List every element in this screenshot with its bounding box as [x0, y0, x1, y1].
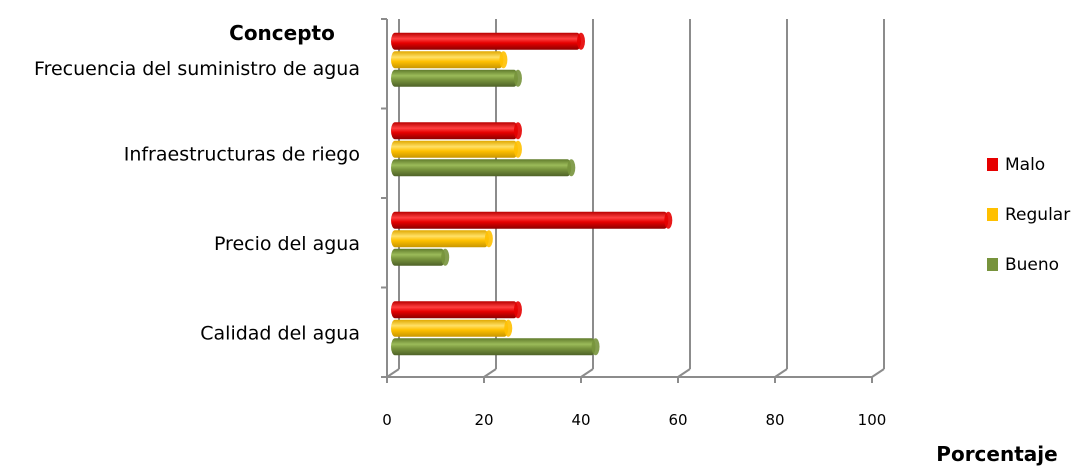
axis-floor-left [386, 368, 400, 378]
bar-cap-regular-infraestructuras-de-riego [513, 140, 522, 158]
x-tick-label: 80 [765, 411, 784, 429]
x-tick-label: 60 [668, 411, 687, 429]
x-tick-label: 100 [858, 411, 887, 429]
grid-layer [483, 19, 885, 378]
bar-malo-frecuencia-del-suministro-de-agua [391, 32, 581, 50]
bar-cap-regular-precio-del-agua [484, 230, 493, 248]
gridline-floor [871, 368, 885, 378]
bar-cap-malo-infraestructuras-de-riego [513, 122, 522, 140]
tick-label-layer: 0 20 40 60 80 100 [382, 411, 886, 429]
gridline-floor [580, 368, 594, 378]
category-label-layer: Calidad del agua Precio del agua Infraestr… [34, 58, 360, 345]
bar-cap-regular-calidad-del-agua [504, 319, 513, 337]
bar-cap-malo-precio-del-agua [664, 211, 673, 229]
bar-cap-regular-frecuencia-del-suministro-de-agua [499, 51, 508, 69]
bar-regular-precio-del-agua [391, 230, 489, 248]
bar-cap-bueno-precio-del-agua [441, 248, 450, 266]
bar-bueno-frecuencia-del-suministro-de-agua [391, 69, 518, 87]
legend-label-malo: Malo [1005, 155, 1045, 175]
legend: Malo Regular Bueno [987, 155, 1070, 275]
gridline-floor [677, 368, 691, 378]
bar-regular-calidad-del-agua [391, 319, 509, 337]
x-tick-label: 20 [474, 411, 493, 429]
bar-regular-infraestructuras-de-riego [391, 140, 518, 158]
bar-cap-malo-calidad-del-agua [513, 301, 522, 319]
category-label-frecuencia-del-suministro-de-agua: Frecuencia del suministro de agua [34, 58, 360, 80]
category-label-calidad-del-agua: Calidad del agua [200, 322, 360, 344]
bar-malo-infraestructuras-de-riego [391, 122, 518, 140]
legend-label-bueno: Bueno [1005, 255, 1059, 275]
bar-regular-frecuencia-del-suministro-de-agua [391, 51, 504, 69]
bar-cap-bueno-frecuencia-del-suministro-de-agua [513, 69, 522, 87]
category-label-precio-del-agua: Precio del agua [214, 233, 360, 255]
category-label-infraestructuras-de-riego: Infraestructuras de riego [124, 143, 360, 165]
bar-cap-bueno-infraestructuras-de-riego [567, 159, 576, 177]
bar-bueno-infraestructuras-de-riego [391, 159, 572, 177]
legend-swatch-bueno [987, 258, 998, 271]
bar-bueno-precio-del-agua [391, 248, 446, 266]
bar-bueno-calidad-del-agua [391, 338, 596, 356]
legend-swatch-malo [987, 158, 998, 171]
x-tick-label: 0 [382, 411, 392, 429]
legend-label-regular: Regular [1005, 205, 1070, 225]
bar-malo-precio-del-agua [391, 211, 669, 229]
x-tick-label: 40 [571, 411, 590, 429]
legend-swatch-regular [987, 208, 998, 221]
chart-title: Concepto [229, 21, 335, 45]
gridline-floor [774, 368, 788, 378]
bar-cap-bueno-calidad-del-agua [591, 338, 600, 356]
bar-cap-malo-frecuencia-del-suministro-de-agua [577, 32, 585, 50]
bar-layer [391, 32, 673, 356]
bar-malo-calidad-del-agua [391, 301, 518, 319]
x-axis-label: Porcentaje [936, 442, 1057, 466]
gridline-floor [483, 368, 497, 378]
